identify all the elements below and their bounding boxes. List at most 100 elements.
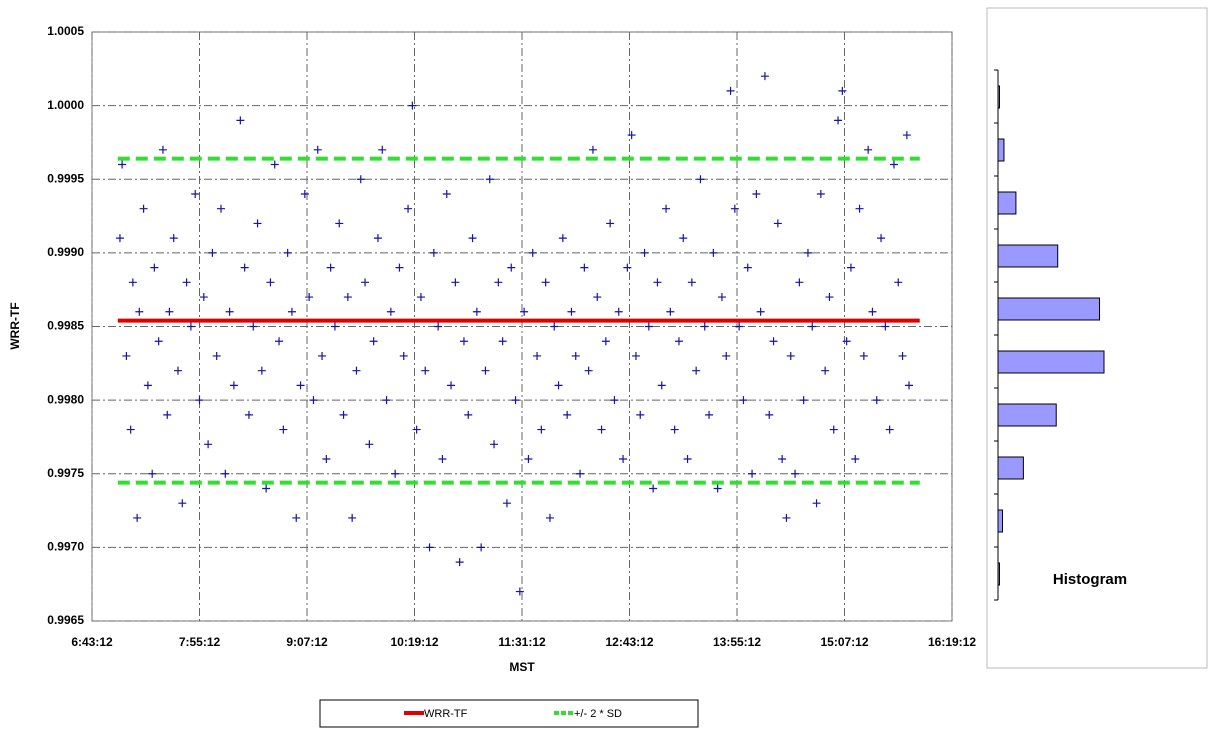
- point: [640, 248, 649, 257]
- point: [795, 278, 804, 287]
- point: [313, 145, 322, 154]
- point: [679, 234, 688, 243]
- point: [739, 396, 748, 405]
- y-tick-label: 1.0000: [47, 98, 84, 112]
- bar: [997, 350, 1105, 374]
- point: [636, 410, 645, 419]
- point: [195, 396, 204, 405]
- point: [395, 263, 404, 272]
- point: [399, 351, 408, 360]
- x-tick-label: 16:19:12: [928, 635, 976, 649]
- point: [133, 513, 142, 522]
- point: [455, 558, 464, 567]
- point: [356, 175, 365, 184]
- point: [408, 101, 417, 110]
- point: [554, 381, 563, 390]
- point: [558, 234, 567, 243]
- point: [905, 381, 913, 390]
- point: [472, 307, 481, 316]
- point: [126, 425, 135, 434]
- point: [868, 307, 877, 316]
- point: [115, 234, 124, 243]
- point: [485, 175, 494, 184]
- point: [717, 293, 726, 302]
- y-tick-label: 0.9975: [47, 466, 84, 480]
- point: [722, 351, 731, 360]
- point: [864, 145, 873, 154]
- y-tick-label: 1.0005: [47, 24, 84, 38]
- point: [614, 307, 623, 316]
- bar: [997, 562, 1000, 586]
- point: [765, 410, 774, 419]
- point: [442, 189, 451, 198]
- point: [309, 396, 318, 405]
- point: [262, 484, 271, 493]
- y-axis-title: WRR-TF: [8, 302, 22, 349]
- point: [872, 396, 881, 405]
- point: [791, 469, 800, 478]
- point: [270, 160, 279, 169]
- point: [490, 440, 499, 449]
- point: [649, 484, 658, 493]
- x-tick-label: 13:55:12: [713, 635, 761, 649]
- point: [511, 396, 520, 405]
- point: [851, 455, 860, 464]
- point: [808, 322, 817, 331]
- point: [885, 425, 894, 434]
- point: [305, 293, 314, 302]
- point: [563, 410, 572, 419]
- legend: [319, 699, 699, 728]
- point: [416, 293, 425, 302]
- point: [502, 499, 511, 508]
- point: [653, 278, 662, 287]
- point: [459, 337, 468, 346]
- x-tick-label: 11:31:12: [498, 635, 546, 649]
- point: [481, 366, 490, 375]
- point: [533, 351, 542, 360]
- point: [601, 337, 610, 346]
- point: [838, 86, 847, 95]
- point: [902, 131, 911, 140]
- point: [438, 455, 447, 464]
- point: [249, 322, 258, 331]
- point: [541, 278, 550, 287]
- point: [386, 307, 395, 316]
- point: [253, 219, 262, 228]
- point: [292, 513, 301, 522]
- point: [735, 322, 744, 331]
- point: [163, 410, 172, 419]
- point: [524, 455, 533, 464]
- point: [229, 381, 238, 390]
- point: [135, 307, 144, 316]
- point: [748, 469, 757, 478]
- point: [687, 278, 696, 287]
- point: [322, 455, 331, 464]
- point: [842, 337, 851, 346]
- point: [821, 366, 830, 375]
- point: [537, 425, 546, 434]
- point: [139, 204, 148, 213]
- point: [619, 455, 628, 464]
- point: [208, 248, 217, 257]
- point: [846, 263, 855, 272]
- point: [834, 116, 843, 125]
- point: [627, 131, 636, 140]
- y-tick-label: 0.9990: [47, 245, 84, 259]
- y-tick-label: 0.9985: [47, 319, 84, 333]
- point: [369, 337, 378, 346]
- x-axis-title: MST: [509, 660, 535, 674]
- point: [217, 204, 225, 213]
- point: [191, 189, 200, 198]
- point: [696, 175, 705, 184]
- point: [803, 248, 812, 257]
- point: [257, 366, 266, 375]
- point: [154, 337, 163, 346]
- point: [429, 248, 438, 257]
- point: [169, 234, 178, 243]
- point: [225, 307, 234, 316]
- point: [178, 499, 187, 508]
- point: [889, 160, 898, 169]
- point: [118, 160, 127, 169]
- point: [373, 234, 382, 243]
